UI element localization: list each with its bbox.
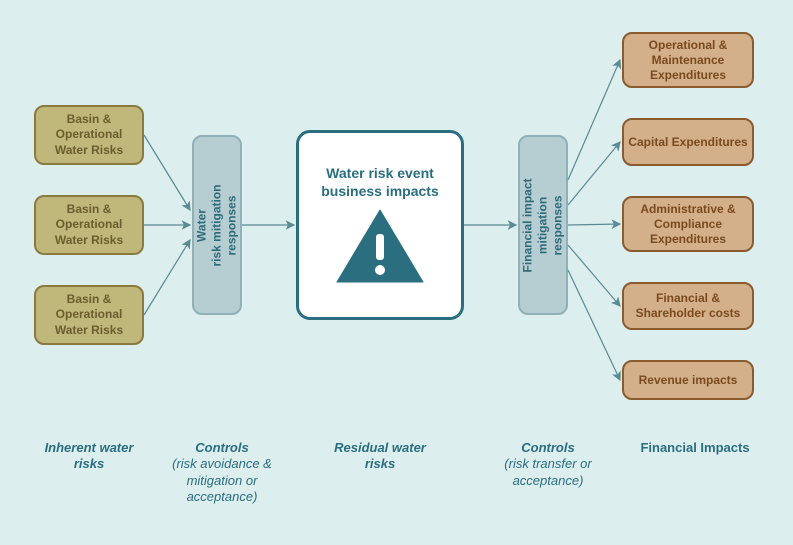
fin-box-shareholder: Financial & Shareholder costs <box>622 282 754 330</box>
fin-box-capex: Capital Expenditures <box>622 118 754 166</box>
center-impact-label: Water risk event business impacts <box>309 164 451 200</box>
center-impact-box: Water risk event business impacts <box>296 130 464 320</box>
mitigation-label-water: Waterrisk mitigationresponses <box>195 184 240 266</box>
mitigation-label-financial: Financial impactmitigationresponses <box>521 178 566 272</box>
caption-controls-1: Controls (risk avoidance & mitigation or… <box>162 440 282 505</box>
caption-controls-2: Controls (risk transfer or acceptance) <box>488 440 608 489</box>
caption-financial: Financial Impacts <box>640 440 750 456</box>
fin-box-opex: Operational & Maintenance Expenditures <box>622 32 754 88</box>
mitigation-box-water: Waterrisk mitigationresponses <box>192 135 242 315</box>
caption-inherent: Inherent water risks <box>34 440 144 473</box>
caption-residual: Residual water risks <box>318 440 442 473</box>
risk-box-1: Basin & Operational Water Risks <box>34 105 144 165</box>
fin-box-revenue: Revenue impacts <box>622 360 754 400</box>
warning-icon <box>335 208 425 286</box>
fin-box-admin: Administrative & Compliance Expenditures <box>622 196 754 252</box>
risk-box-2: Basin & Operational Water Risks <box>34 195 144 255</box>
mitigation-box-financial: Financial impactmitigationresponses <box>518 135 568 315</box>
risk-box-3: Basin & Operational Water Risks <box>34 285 144 345</box>
